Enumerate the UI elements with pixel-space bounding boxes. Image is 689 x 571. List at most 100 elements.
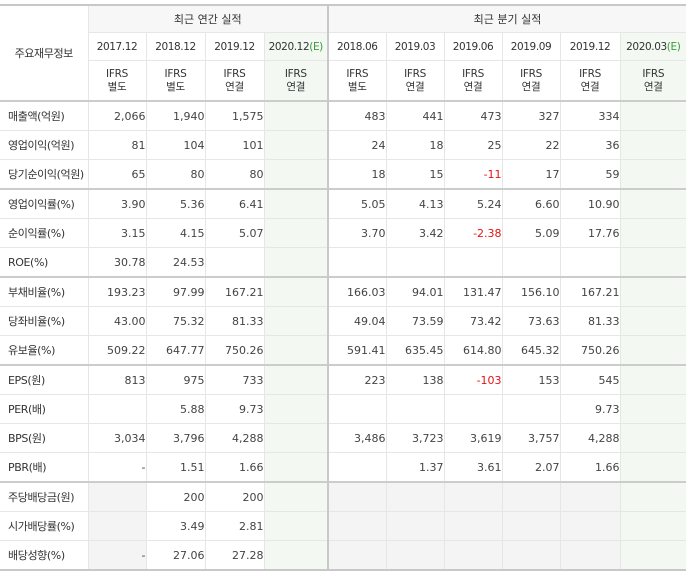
value-cell: -2.38	[443, 218, 503, 248]
value-cell	[204, 247, 264, 277]
value-cell	[559, 481, 621, 512]
period-header: 2019.12	[559, 32, 621, 61]
accounting-standard: IFRS 별도	[327, 60, 387, 101]
value-cell: 6.60	[501, 188, 561, 219]
value-cell	[263, 218, 329, 248]
value-cell	[263, 423, 329, 453]
value-cell: 81.33	[204, 306, 264, 336]
value-cell: 545	[559, 364, 621, 395]
value-cell: 65	[87, 159, 146, 189]
value-cell: 22	[501, 130, 561, 160]
value-cell	[619, 511, 687, 541]
value-cell: 4.13	[385, 188, 445, 219]
value-cell	[263, 540, 329, 570]
value-cell: -	[87, 452, 146, 482]
value-cell	[501, 481, 561, 512]
row-label: 당기순이익(억원)	[0, 159, 88, 189]
accounting-standard-row: IFRS 별도 IFRS 별도 IFRS 연결 IFRS 연결 IFRS 별도 IFRS 연…	[0, 60, 687, 101]
table-row: 주당배당금(원) 200 200	[0, 481, 687, 512]
row-label: EPS(원)	[0, 364, 88, 395]
value-cell: 73.63	[501, 306, 561, 336]
period-header: 2018.06	[327, 32, 387, 61]
value-cell	[263, 335, 329, 365]
value-cell	[443, 394, 503, 424]
value-cell: 5.09	[501, 218, 561, 248]
value-cell: 645.32	[501, 335, 561, 365]
value-cell	[619, 335, 687, 365]
value-cell: 1.66	[204, 452, 264, 482]
accounting-standard: IFRS 연결	[204, 60, 264, 101]
period-row: 2017.12 2018.12 2019.12 2020.12(E) 2018.…	[0, 32, 687, 61]
row-label: BPS(원)	[0, 423, 88, 453]
accounting-standard: IFRS 연결	[443, 60, 503, 101]
value-cell	[327, 511, 387, 541]
value-cell: 10.90	[559, 188, 621, 219]
value-cell: 94.01	[385, 276, 445, 307]
value-cell: -103	[443, 364, 503, 395]
value-cell: 24	[327, 130, 387, 160]
accounting-standard: IFRS 연결	[619, 60, 687, 101]
table-row: 매출액(억원) 2,066 1,940 1,575 483 441 473 327 334	[0, 100, 687, 131]
value-cell	[87, 481, 146, 512]
value-cell: 975	[145, 364, 205, 395]
value-cell	[263, 130, 329, 160]
value-cell: 73.42	[443, 306, 503, 336]
period-header-estimate: 2020.03(E)	[619, 32, 687, 61]
value-cell: 334	[559, 100, 621, 131]
value-cell	[501, 540, 561, 570]
value-cell	[327, 394, 387, 424]
value-cell	[263, 100, 329, 131]
value-cell: 167.21	[204, 276, 264, 307]
value-cell: 5.36	[145, 188, 205, 219]
table-body: 매출액(억원) 2,066 1,940 1,575 483 441 473 327 334 영업이…	[0, 100, 687, 570]
value-cell: 3.15	[87, 218, 146, 248]
value-cell	[501, 511, 561, 541]
value-cell	[443, 511, 503, 541]
value-cell	[263, 364, 329, 395]
value-cell: 30.78	[87, 247, 146, 277]
value-cell	[619, 394, 687, 424]
row-label: 영업이익(억원)	[0, 130, 88, 160]
value-cell: 97.99	[145, 276, 205, 307]
value-cell	[385, 247, 445, 277]
value-cell	[385, 540, 445, 570]
value-cell: 9.73	[559, 394, 621, 424]
value-cell: 153	[501, 364, 561, 395]
value-cell: 200	[204, 481, 264, 512]
value-cell: 75.32	[145, 306, 205, 336]
value-cell: 59	[559, 159, 621, 189]
value-cell: 3,486	[327, 423, 387, 453]
period-header: 2018.12	[145, 32, 205, 61]
value-cell	[327, 481, 387, 512]
value-cell: 1,940	[145, 100, 205, 131]
table-row: PBR(배) -1.51 1.66 1.37 3.61 2.07 1.66	[0, 452, 687, 482]
value-cell: 25	[443, 130, 503, 160]
row-label: PER(배)	[0, 394, 88, 424]
value-cell	[443, 247, 503, 277]
value-cell	[619, 218, 687, 248]
value-cell: 167.21	[559, 276, 621, 307]
value-cell: 27.06	[145, 540, 205, 570]
value-cell: 1.37	[385, 452, 445, 482]
value-cell: 9.73	[204, 394, 264, 424]
value-cell: 1,575	[204, 100, 264, 131]
value-cell: 80	[145, 159, 205, 189]
period-header: 2019.12	[204, 32, 264, 61]
value-cell	[619, 247, 687, 277]
value-cell: 5.05	[327, 188, 387, 219]
value-cell: 18	[385, 130, 445, 160]
row-label: 매출액(억원)	[0, 100, 88, 131]
accounting-standard: IFRS 연결	[385, 60, 445, 101]
value-cell: 193.23	[87, 276, 146, 307]
value-cell	[87, 511, 146, 541]
financial-summary-table: 주요재무정보 최근 연간 실적 최근 분기 실적 2017.12 2018.12…	[0, 4, 687, 571]
value-cell: 2.81	[204, 511, 264, 541]
value-cell	[559, 247, 621, 277]
value-cell: 614.80	[443, 335, 503, 365]
value-cell: 635.45	[385, 335, 445, 365]
value-cell: 327	[501, 100, 561, 131]
value-cell: 49.04	[327, 306, 387, 336]
table-row: 당기순이익(억원) 65 80 80 18 15 -11 17 59	[0, 159, 687, 189]
row-label: 주당배당금(원)	[0, 481, 88, 512]
value-cell	[619, 540, 687, 570]
